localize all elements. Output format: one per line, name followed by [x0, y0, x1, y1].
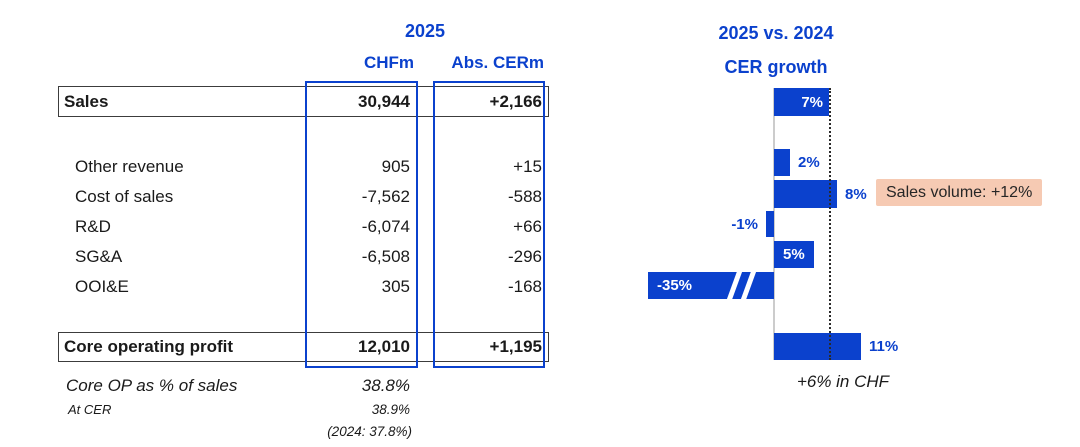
- table-year-header: 2025: [404, 21, 446, 41]
- row-value-abs-cerm: -588: [507, 187, 542, 206]
- row-label: Core operating profit: [64, 337, 234, 356]
- row-label: Other revenue: [75, 157, 184, 176]
- row-value-abs-cerm: -168: [507, 277, 542, 296]
- note-at-cer: At CER 38.9%: [0, 402, 560, 418]
- bar-label: 11%: [869, 338, 899, 355]
- chart-footnote-chf-growth: +6% in CHF: [796, 372, 890, 391]
- row-label: Cost of sales: [75, 187, 174, 206]
- row-value-chfm: -7,562: [361, 187, 410, 206]
- bar-rd: -1%: [731, 211, 774, 237]
- bar-core-operating-profit: 11%: [774, 333, 898, 360]
- table-row-sga: SG&A -6,508 -296: [0, 246, 560, 267]
- bar-label: 5%: [783, 246, 805, 263]
- table-row-sales: Sales 30,944 +2,166: [0, 86, 560, 117]
- note-label: At CER: [68, 402, 112, 417]
- bar-sga: 5%: [774, 241, 814, 268]
- chart-title: 2025 vs. 2024: [718, 23, 834, 43]
- sales-volume-annotation: Sales volume: +12%: [876, 179, 1043, 206]
- row-value-abs-cerm: +1,195: [489, 337, 542, 356]
- chfm-column-highlight-box: [305, 81, 418, 368]
- row-value-chfm: -6,508: [361, 247, 410, 266]
- bar-label: 7%: [801, 93, 823, 111]
- table-row-ooie: OOI&E 305 -168: [0, 276, 560, 297]
- bar-other-revenue: 2%: [774, 149, 820, 176]
- bar-cost-of-sales: 8%: [774, 180, 867, 208]
- bar-sales: 7%: [774, 88, 829, 116]
- bar-label: 2%: [798, 154, 820, 171]
- row-value-chfm: 905: [381, 157, 410, 176]
- bar-label: 8%: [845, 185, 867, 203]
- row-value-abs-cerm: +15: [513, 157, 542, 176]
- note-value: 38.9%: [371, 402, 410, 417]
- note-core-op-margin: Core OP as % of sales 38.8%: [0, 376, 560, 396]
- row-label: R&D: [75, 217, 111, 236]
- note-label: Core OP as % of sales: [66, 376, 238, 395]
- row-value-chfm: 12,010: [358, 337, 410, 356]
- row-value-abs-cerm: +2,166: [489, 92, 542, 111]
- table-row-core-operating-profit: Core operating profit 12,010 +1,195: [0, 332, 560, 362]
- note-value: (2024: 37.8%): [327, 424, 412, 439]
- bar-label: -1%: [731, 215, 758, 233]
- row-value-chfm: 305: [381, 277, 410, 296]
- table-row-cost-of-sales: Cost of sales -7,562 -588: [0, 186, 560, 207]
- note-prior-year-margin: (2024: 37.8%): [0, 424, 560, 440]
- row-label: Sales: [64, 92, 109, 111]
- sales-row-border: [58, 86, 549, 117]
- table-row-rd: R&D -6,074 +66: [0, 216, 560, 237]
- core-operating-profit-row-border: [58, 332, 549, 362]
- note-value: 38.8%: [361, 376, 410, 395]
- chart-subtitle: CER growth: [724, 57, 828, 77]
- chart-reference-line-7pct: [829, 88, 831, 360]
- table-row-other-revenue: Other revenue 905 +15: [0, 156, 560, 177]
- row-value-chfm: -6,074: [361, 217, 410, 236]
- row-label: OOI&E: [75, 277, 129, 296]
- row-label: SG&A: [75, 247, 123, 266]
- row-value-abs-cerm: +66: [513, 217, 542, 236]
- row-value-chfm: 30,944: [358, 92, 410, 111]
- bar-ooie: -35%: [648, 268, 774, 303]
- column-header-abs-cerm: Abs. CERm: [451, 53, 544, 72]
- column-header-chfm: CHFm: [363, 53, 414, 72]
- row-value-abs-cerm: -296: [507, 247, 542, 266]
- bar-label: -35%: [657, 277, 693, 294]
- axis-break-icon: [740, 268, 757, 303]
- abs-cerm-column-highlight-box: [433, 81, 545, 368]
